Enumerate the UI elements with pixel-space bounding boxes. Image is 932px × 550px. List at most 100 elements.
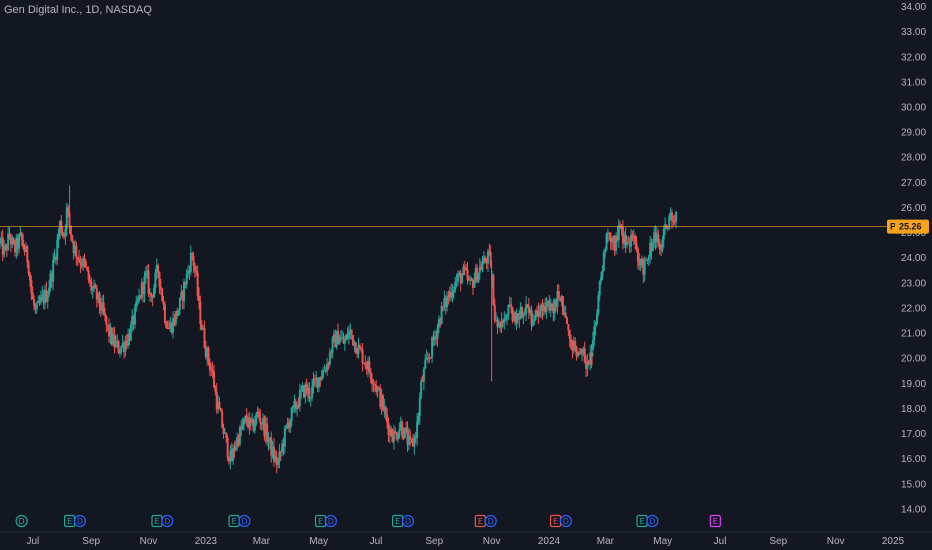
candle-body xyxy=(668,216,671,229)
candle-body xyxy=(341,337,344,339)
candle-body xyxy=(548,301,551,311)
candle-body xyxy=(178,297,181,310)
candle-body xyxy=(196,272,199,296)
candle-body xyxy=(428,357,431,359)
candle-body xyxy=(129,324,132,341)
candle-body xyxy=(346,334,349,339)
candle-body xyxy=(78,258,81,261)
y-tick-label: 27.00 xyxy=(901,178,926,189)
candle-body xyxy=(262,418,265,425)
candle-body xyxy=(589,352,592,365)
dividend-marker[interactable] xyxy=(324,514,337,528)
candle-body xyxy=(3,246,6,255)
dividend-marker[interactable] xyxy=(401,514,415,528)
candle-body xyxy=(308,387,311,399)
dividend-marker[interactable] xyxy=(73,514,87,528)
x-tick-label: Jul xyxy=(27,536,40,547)
candle-body xyxy=(670,212,673,221)
candle-body xyxy=(240,427,243,430)
dividend-marker[interactable] xyxy=(646,514,659,528)
candle-body xyxy=(247,421,250,428)
candle-body xyxy=(390,428,393,436)
candle-body xyxy=(386,414,389,423)
y-tick-label: 28.00 xyxy=(901,153,926,164)
event-marker-label: E xyxy=(639,517,644,526)
candle-body xyxy=(525,304,528,314)
candle-body xyxy=(155,265,158,273)
candle-body xyxy=(365,364,368,370)
y-tick-label: 23.00 xyxy=(901,278,926,289)
candle-body xyxy=(454,281,457,291)
candle-body xyxy=(9,236,12,245)
candle-body xyxy=(616,235,619,241)
candle-body xyxy=(257,411,260,418)
candle-body xyxy=(446,296,449,307)
candle-body xyxy=(158,271,161,287)
candle-body xyxy=(275,456,278,465)
candle-body xyxy=(33,299,36,306)
candle-body xyxy=(267,440,270,443)
candle-body xyxy=(433,336,436,341)
candle-body xyxy=(492,275,495,305)
candle-body xyxy=(609,233,612,242)
candle-body xyxy=(518,318,521,320)
candle-body xyxy=(281,443,284,452)
candle-body xyxy=(504,317,507,320)
candle-body xyxy=(19,232,22,236)
candle-body xyxy=(211,370,214,372)
candle-body xyxy=(87,270,90,281)
candle-body xyxy=(394,430,397,434)
candle-body xyxy=(396,436,399,440)
candle-body xyxy=(489,252,492,265)
candle-body xyxy=(338,340,341,345)
candle-body xyxy=(578,352,581,354)
candle-body xyxy=(131,316,134,325)
candle-body xyxy=(75,245,78,258)
candle-body xyxy=(484,257,487,261)
candle-body xyxy=(330,352,333,354)
candle-body xyxy=(11,238,14,245)
candle-body xyxy=(316,377,319,388)
candle-body xyxy=(324,370,327,372)
candle-body xyxy=(451,292,454,298)
candle-body xyxy=(465,268,468,271)
candle-body xyxy=(602,252,605,271)
candle-body xyxy=(91,288,94,291)
candle-body xyxy=(244,416,247,419)
candle-body xyxy=(218,402,221,410)
earnings-marker[interactable] xyxy=(709,514,721,528)
candle-body xyxy=(639,258,642,266)
candle-body xyxy=(407,435,410,445)
candle-body xyxy=(241,424,244,430)
dividend-marker[interactable] xyxy=(484,514,497,528)
dividend-marker[interactable] xyxy=(238,514,251,528)
event-marker-label: E xyxy=(553,517,558,526)
candle-body xyxy=(353,342,356,346)
candle-body xyxy=(576,352,579,357)
candle-body xyxy=(193,265,196,271)
y-tick-label: 30.00 xyxy=(901,103,926,114)
candle-body xyxy=(583,348,586,363)
candle-body xyxy=(372,383,375,385)
dividend-marker[interactable] xyxy=(559,514,572,528)
price-tag-bg xyxy=(895,219,929,234)
candle-body xyxy=(593,326,596,341)
candle-body xyxy=(221,411,224,428)
candle-body xyxy=(52,259,55,282)
x-tick-label: Jul xyxy=(370,536,383,547)
candle-body xyxy=(339,337,342,341)
candle-body xyxy=(480,266,483,270)
dividend-marker[interactable] xyxy=(161,514,174,528)
candle-body xyxy=(586,361,589,369)
y-tick-label: 17.00 xyxy=(901,429,926,440)
dividend-marker[interactable] xyxy=(15,514,28,528)
candle-body xyxy=(4,245,7,247)
candle-body xyxy=(297,405,300,407)
candle-body xyxy=(217,402,220,410)
candle-body xyxy=(595,313,598,325)
candle-body xyxy=(72,241,75,253)
candle-body xyxy=(320,377,323,381)
candle-body xyxy=(533,319,536,322)
